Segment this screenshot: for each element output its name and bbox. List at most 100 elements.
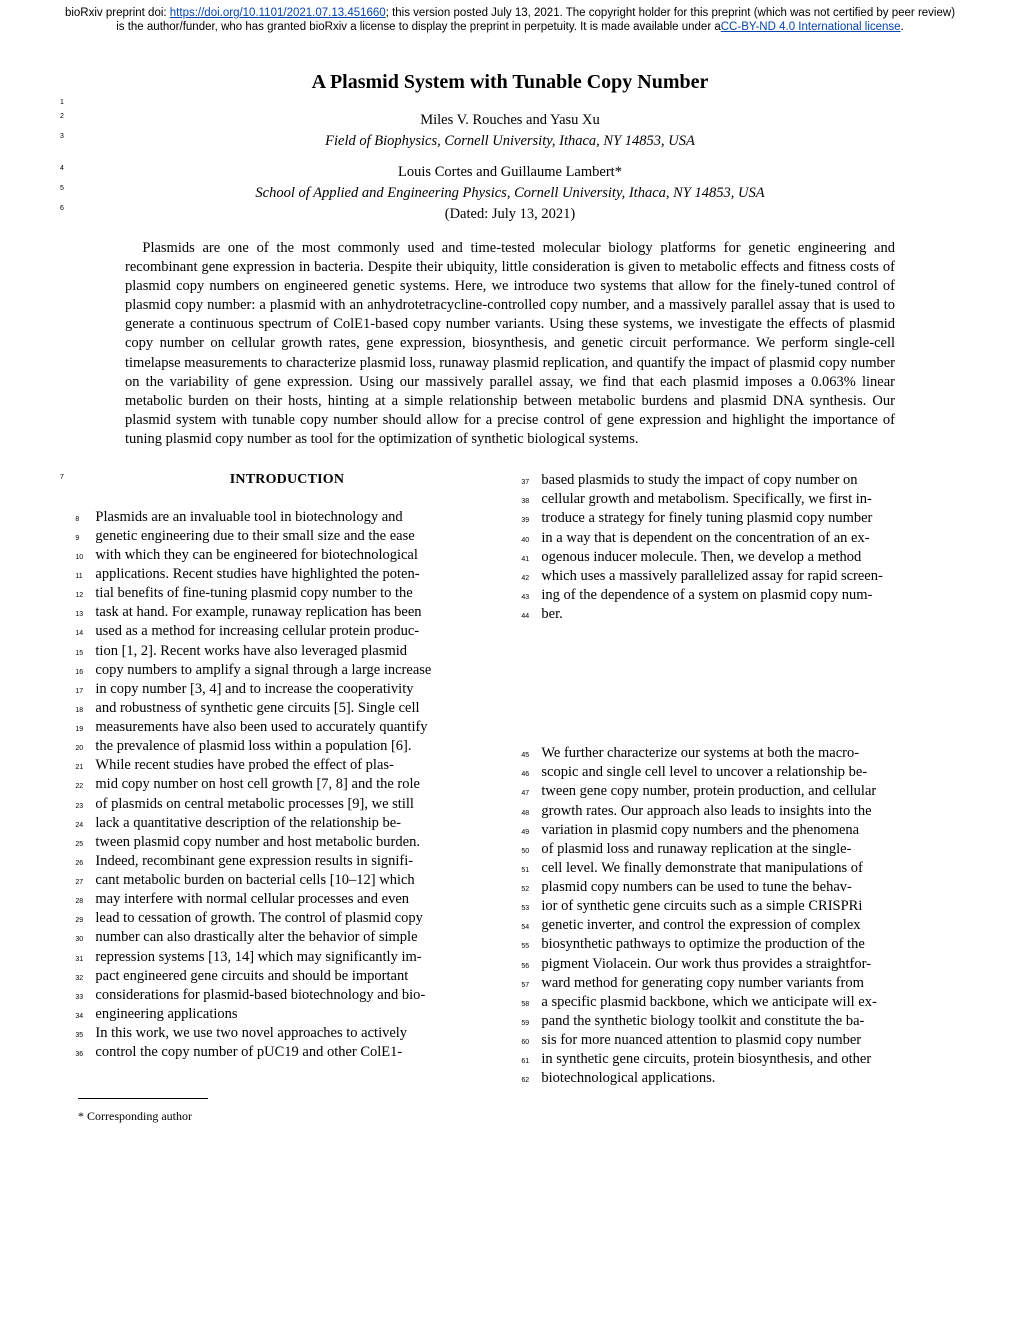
body-line: of plasmid loss and runaway replication … bbox=[524, 840, 942, 859]
body-line: ward method for generating copy number v… bbox=[524, 974, 942, 993]
line-number: 40 bbox=[504, 536, 520, 545]
line-number: 49 bbox=[504, 828, 520, 837]
line-number: 10 bbox=[58, 553, 74, 562]
line-number: 59 bbox=[504, 1019, 520, 1028]
line-number: 17 bbox=[58, 687, 74, 696]
license-link[interactable]: CC-BY-ND 4.0 International license bbox=[721, 21, 901, 33]
line-number: 41 bbox=[504, 555, 520, 564]
body-line: tion [1, 2]. Recent works have also leve… bbox=[78, 642, 496, 661]
body-line: biotechnological applications. bbox=[524, 1069, 942, 1088]
line-number: 61 bbox=[504, 1057, 520, 1066]
body-line: tial benefits of fine-tuning plasmid cop… bbox=[78, 584, 496, 603]
line-number: 18 bbox=[58, 706, 74, 715]
line-number: 33 bbox=[58, 993, 74, 1002]
line-number: 27 bbox=[58, 878, 74, 887]
line-number: 58 bbox=[504, 1000, 520, 1009]
line-number: 31 bbox=[58, 955, 74, 964]
line-number: 55 bbox=[504, 942, 520, 951]
line-number: 50 bbox=[504, 847, 520, 856]
body-line: We further characterize our systems at b… bbox=[524, 744, 942, 763]
line-number: 24 bbox=[58, 821, 74, 830]
line-number: 52 bbox=[504, 885, 520, 894]
line-number: 44 bbox=[504, 612, 520, 621]
body-line: considerations for plasmid-based biotech… bbox=[78, 986, 496, 1005]
line-number: 46 bbox=[504, 770, 520, 779]
line-number: 6 bbox=[60, 204, 64, 214]
body-line: with which they can be engineered for bi… bbox=[78, 546, 496, 565]
body-line: tween plasmid copy number and host metab… bbox=[78, 833, 496, 852]
line-number: 4 bbox=[60, 164, 64, 174]
body-line: cant metabolic burden on bacterial cells… bbox=[78, 871, 496, 890]
line-number: 29 bbox=[58, 916, 74, 925]
line-number: 37 bbox=[504, 478, 520, 487]
affiliation-2: School of Applied and Engineering Physic… bbox=[78, 183, 942, 204]
body-line: based plasmids to study the impact of co… bbox=[524, 471, 942, 490]
body-line: measurements have also been used to accu… bbox=[78, 718, 496, 737]
abstract-text: Plasmids are one of the most commonly us… bbox=[125, 239, 895, 449]
body-line: control the copy number of pUC19 and oth… bbox=[78, 1043, 496, 1062]
preprint-banner: bioRxiv preprint doi: https://doi.org/10… bbox=[0, 0, 1020, 39]
line-number: 14 bbox=[58, 629, 74, 638]
body-line: in copy number [3, 4] and to increase th… bbox=[78, 680, 496, 699]
line-number: 25 bbox=[58, 840, 74, 849]
line-number: 53 bbox=[504, 904, 520, 913]
line-number: 20 bbox=[58, 744, 74, 753]
line-number: 16 bbox=[58, 668, 74, 677]
body-line: used as a method for increasing cellular… bbox=[78, 622, 496, 641]
doi-link[interactable]: https://doi.org/10.1101/2021.07.13.45166… bbox=[170, 7, 386, 19]
section-heading-introduction: INTRODUCTION bbox=[78, 471, 496, 489]
authors-group-1: Miles V. Rouches and Yasu Xu bbox=[78, 110, 942, 131]
body-line: pigment Violacein. Our work thus provide… bbox=[524, 955, 942, 974]
body-line: lead to cessation of growth. The control… bbox=[78, 909, 496, 928]
body-line: the prevalence of plasmid loss within a … bbox=[78, 737, 496, 756]
body-line: lack a quantitative description of the r… bbox=[78, 814, 496, 833]
line-number: 34 bbox=[58, 1012, 74, 1021]
line-number: 11 bbox=[58, 572, 74, 581]
corresponding-author-footnote: * Corresponding author bbox=[78, 1109, 496, 1125]
two-column-body: 7 INTRODUCTION 8Plasmids are an invaluab… bbox=[78, 471, 942, 1125]
body-line: in synthetic gene circuits, protein bios… bbox=[524, 1050, 942, 1069]
body-line: ogenous inducer molecule. Then, we devel… bbox=[524, 548, 942, 567]
body-line: plasmid copy numbers can be used to tune… bbox=[524, 878, 942, 897]
line-number: 1 bbox=[60, 99, 64, 106]
line-number: 30 bbox=[58, 935, 74, 944]
line-number: 36 bbox=[58, 1050, 74, 1059]
line-number: 62 bbox=[504, 1076, 520, 1085]
paper-title: A Plasmid System with Tunable Copy Numbe… bbox=[78, 71, 942, 94]
line-number: 15 bbox=[58, 649, 74, 658]
body-line: may interfere with normal cellular proce… bbox=[78, 890, 496, 909]
line-number: 2 bbox=[60, 112, 64, 122]
line-number: 54 bbox=[504, 923, 520, 932]
body-line: growth rates. Our approach also leads to… bbox=[524, 802, 942, 821]
abstract: Plasmids are one of the most commonly us… bbox=[125, 239, 895, 449]
body-line: ior of synthetic gene circuits such as a… bbox=[524, 897, 942, 916]
body-line: In this work, we use two novel approache… bbox=[78, 1024, 496, 1043]
body-line: applications. Recent studies have highli… bbox=[78, 565, 496, 584]
banner-suffix: . bbox=[901, 21, 904, 33]
body-line: mid copy number on host cell growth [7, … bbox=[78, 775, 496, 794]
body-line: troduce a strategy for finely tuning pla… bbox=[524, 509, 942, 528]
body-line: cellular growth and metabolism. Specific… bbox=[524, 490, 942, 509]
left-column: 7 INTRODUCTION 8Plasmids are an invaluab… bbox=[78, 471, 496, 1125]
paragraph: 45We further characterize our systems at… bbox=[524, 744, 942, 1088]
body-line: sis for more nuanced attention to plasmi… bbox=[524, 1031, 942, 1050]
affiliation-1: Field of Biophysics, Cornell University,… bbox=[78, 131, 942, 152]
body-line: repression systems [13, 14] which may si… bbox=[78, 948, 496, 967]
line-number: 48 bbox=[504, 809, 520, 818]
line-number: 45 bbox=[504, 751, 520, 760]
line-number: 23 bbox=[58, 802, 74, 811]
paragraph: 37based plasmids to study the impact of … bbox=[524, 471, 942, 624]
body-line: scopic and single cell level to uncover … bbox=[524, 763, 942, 782]
line-number: 42 bbox=[504, 574, 520, 583]
line-number: 60 bbox=[504, 1038, 520, 1047]
banner-prefix: bioRxiv preprint doi: bbox=[65, 7, 170, 19]
line-number: 32 bbox=[58, 974, 74, 983]
line-number: 3 bbox=[60, 132, 64, 142]
page-body: 1 A Plasmid System with Tunable Copy Num… bbox=[0, 39, 1020, 1125]
body-line: a specific plasmid backbone, which we an… bbox=[524, 993, 942, 1012]
paragraph: 8Plasmids are an invaluable tool in biot… bbox=[78, 508, 496, 1063]
line-number: 5 bbox=[60, 184, 64, 194]
line-number: 57 bbox=[504, 981, 520, 990]
body-line: task at hand. For example, runaway repli… bbox=[78, 603, 496, 622]
line-number: 47 bbox=[504, 789, 520, 798]
